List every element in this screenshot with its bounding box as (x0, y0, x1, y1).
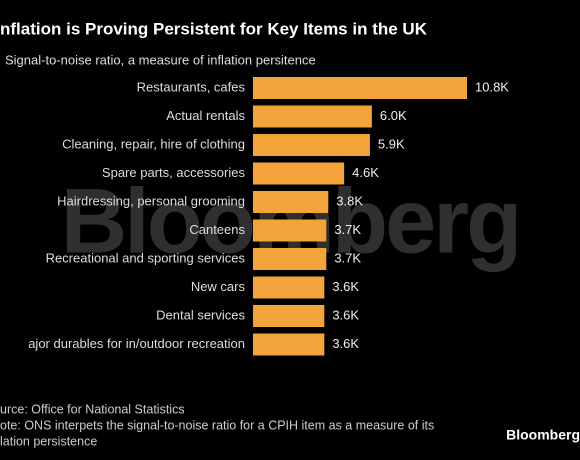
bar (253, 333, 325, 356)
category-label: Hairdressing, personal grooming (57, 193, 245, 208)
category-label: Recreational and sporting services (46, 250, 246, 265)
bar (253, 191, 329, 213)
source: urce: Office for National Statistics (0, 402, 185, 416)
category-label: New cars (191, 279, 246, 294)
bar (253, 248, 327, 270)
category-label: Canteens (189, 222, 245, 237)
value-label: 4.6K (352, 165, 379, 180)
category-label: ajor durables for in/outdoor recreation (28, 336, 245, 351)
value-label: 5.9K (378, 136, 405, 151)
value-label: 3.6K (332, 307, 359, 322)
value-label: 6.0K (380, 108, 407, 123)
logo: Bloomberg (506, 427, 580, 443)
value-label: 3.7K (334, 250, 361, 265)
bar (253, 305, 325, 327)
value-label: 3.6K (332, 336, 359, 351)
value-label: 10.8K (475, 79, 509, 94)
bar (253, 105, 372, 128)
category-label: Cleaning, repair, hire of clothing (62, 136, 245, 151)
category-label: Dental services (156, 307, 245, 322)
note-line: ote: ONS interpets the signal-to-noise r… (0, 418, 434, 432)
category-label: Actual rentals (166, 108, 245, 123)
value-label: 3.8K (336, 193, 363, 208)
bar (253, 276, 325, 299)
chart-subtitle: Signal-to-noise ratio, a measure of infl… (5, 52, 316, 67)
bar (253, 77, 467, 99)
value-label: 3.6K (332, 279, 359, 294)
category-label: Restaurants, cafes (137, 79, 246, 94)
bar (253, 134, 370, 156)
chart-title: nflation is Proving Persistent for Key I… (0, 19, 428, 38)
category-label: Spare parts, accessories (102, 165, 246, 180)
bar (253, 162, 345, 185)
note-line: lation persistence (0, 434, 97, 448)
value-label: 3.7K (334, 222, 361, 237)
bar (253, 219, 327, 242)
